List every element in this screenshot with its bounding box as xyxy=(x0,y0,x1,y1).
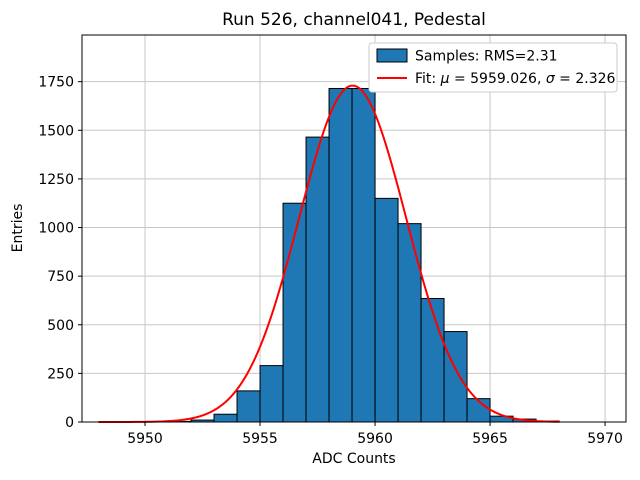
histogram-bar xyxy=(236,390,261,423)
x-axis-label: ADC Counts xyxy=(312,451,395,467)
y-tick-label: 1000 xyxy=(38,221,74,237)
legend-samples-swatch-icon xyxy=(376,48,408,63)
x-tick-label: 5970 xyxy=(587,431,623,447)
x-tick-label: 5965 xyxy=(472,431,508,447)
chart-title: Run 526, channel041, Pedestal xyxy=(222,10,486,30)
y-tick-label: 1750 xyxy=(38,75,74,91)
histogram-bar xyxy=(420,298,445,423)
legend-samples-label: Samples: RMS=2.31 xyxy=(415,49,558,65)
legend-box xyxy=(368,42,618,93)
axes-spines xyxy=(81,34,627,423)
y-tick-label: 1500 xyxy=(38,123,74,139)
histogram-bar xyxy=(374,197,399,423)
y-tick-label: 750 xyxy=(47,269,74,285)
y-tick-label: 1250 xyxy=(38,172,74,188)
histogram-bar xyxy=(351,87,376,423)
y-axis-label: Entries xyxy=(10,204,26,253)
y-tick-label: 0 xyxy=(65,415,74,431)
x-tick-label: 5950 xyxy=(127,431,163,447)
y-ticks: 0 250 500 750 1000 1250 1500 1750 xyxy=(38,75,82,431)
gaussian-fit-line xyxy=(98,84,561,423)
x-tick-label: 5955 xyxy=(242,431,278,447)
fit-curve-layer xyxy=(98,84,561,423)
histogram-bars-layer xyxy=(99,87,560,423)
x-tick-label: 5960 xyxy=(357,431,393,447)
legend: Samples: RMS=2.31 Fit: μ = 5959.026, σ =… xyxy=(368,42,618,93)
histogram-bar xyxy=(328,87,353,423)
legend-fit-label: Fit: μ = 5959.026, σ = 2.326 xyxy=(415,71,616,87)
histogram-bar xyxy=(397,223,422,423)
histogram-bar xyxy=(259,365,284,423)
y-tick-label: 250 xyxy=(47,366,74,382)
y-tick-label: 500 xyxy=(47,318,74,334)
axes-layer xyxy=(81,34,627,423)
x-ticks: 5950 5955 5960 5965 5970 xyxy=(127,422,623,447)
histogram-bar xyxy=(213,413,238,423)
histogram-bar xyxy=(443,331,468,423)
